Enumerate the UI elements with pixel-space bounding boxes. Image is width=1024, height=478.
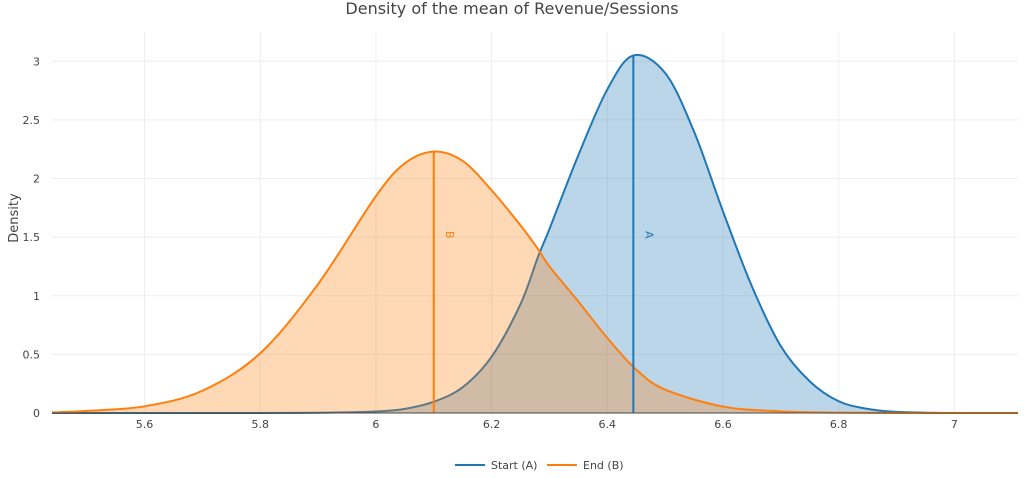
x-tick-label: 5.6 bbox=[136, 418, 154, 431]
area-layer bbox=[51, 53, 1018, 415]
y-axis-label: Density bbox=[7, 193, 22, 243]
x-tick-label: 6.2 bbox=[483, 418, 501, 431]
series-line-a bbox=[51, 53, 1018, 415]
mean-marker-layer: AB bbox=[432, 55, 655, 413]
legend-label: End (B) bbox=[583, 459, 624, 472]
x-tick-label: 7 bbox=[951, 418, 958, 431]
y-tick-label: 1.5 bbox=[23, 231, 41, 244]
x-tick-label: 6.6 bbox=[714, 418, 732, 431]
grid-layer bbox=[52, 32, 1018, 413]
y-tick-label: 0.5 bbox=[23, 348, 41, 361]
chart-title: Density of the mean of Revenue/Sessions bbox=[345, 0, 678, 18]
legend: Start (A) End (B) bbox=[455, 459, 624, 472]
legend-label: Start (A) bbox=[491, 459, 537, 472]
y-tick-label: 2.5 bbox=[23, 114, 41, 127]
axis-layer: 5.6 5.8 6 6.2 6.4 6.6 6.8 7 0 0.5 1 1.5 2 2.5 3 bbox=[23, 55, 1018, 431]
series-line-b bbox=[51, 150, 1018, 415]
x-tick-label: 6.4 bbox=[599, 418, 617, 431]
x-tick-label: 5.8 bbox=[251, 418, 269, 431]
y-tick-label: 1 bbox=[33, 290, 40, 303]
mean-label-a: A bbox=[642, 231, 655, 239]
y-tick-label: 0 bbox=[33, 407, 40, 420]
x-tick-label: 6.8 bbox=[830, 418, 848, 431]
x-tick-label: 6 bbox=[372, 418, 379, 431]
y-tick-label: 3 bbox=[33, 55, 40, 68]
series-fill-a bbox=[52, 54, 1018, 414]
mean-label-b: B bbox=[443, 231, 456, 239]
series-fill-b bbox=[52, 151, 1018, 414]
y-tick-label: 2 bbox=[33, 173, 40, 186]
